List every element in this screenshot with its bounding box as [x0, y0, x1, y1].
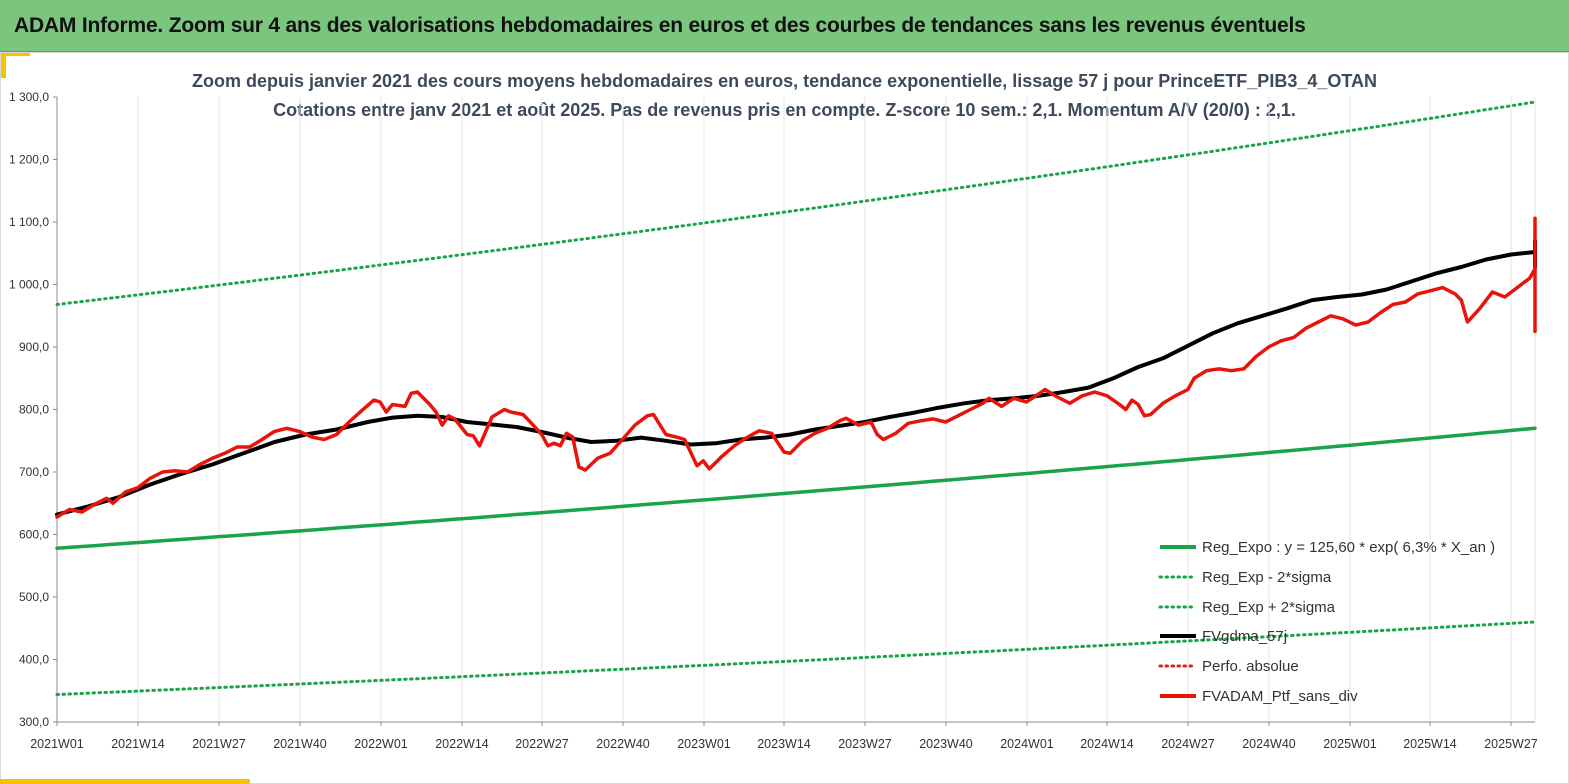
chart-axes: 300,0 400,0 500,0 600,0 700,0 800,0 900,0 1 000…	[9, 90, 1538, 751]
y-tick-label: 1 300,0	[9, 90, 49, 104]
legend-label-3: FVgdma_57j	[1202, 628, 1287, 645]
report-title: ADAM Informe. Zoom sur 4 ans des valoris…	[14, 14, 1306, 37]
y-tick-label: 1 100,0	[9, 215, 49, 229]
legend-label-0: Reg_Expo : y = 125,60 * exp( 6,3% * X_an…	[1202, 539, 1495, 556]
series-line-3	[55, 238, 1537, 517]
y-tick-label: 700,0	[19, 465, 49, 479]
legend-label-2: Reg_Exp + 2*sigma	[1202, 599, 1336, 616]
x-tick-label: 2023W27	[838, 737, 892, 751]
corner-accent-top-bar	[0, 52, 30, 56]
series-line-5	[55, 216, 1537, 519]
y-tick-label: 1 200,0	[9, 153, 49, 167]
x-tick-label: 2024W01	[1000, 737, 1054, 751]
y-tick-label: 800,0	[19, 403, 49, 417]
chart-title: Zoom depuis janvier 2021 des cours moyen…	[191, 71, 1378, 91]
chart-legend: Reg_Expo : y = 125,60 * exp( 6,3% * X_an…	[1158, 539, 1495, 705]
x-tick-label: 2021W14	[111, 737, 165, 751]
y-tick-label: 600,0	[19, 528, 49, 542]
legend-label-5: FVADAM_Ptf_sans_div	[1202, 688, 1358, 705]
series-line-0	[55, 426, 1537, 551]
x-tick-label: 2024W14	[1080, 737, 1134, 751]
y-tick-label: 500,0	[19, 590, 49, 604]
series-line-1	[55, 620, 1537, 696]
y-tick-label: 400,0	[19, 653, 49, 667]
x-tick-label: 2022W14	[435, 737, 489, 751]
x-tick-label: 2022W01	[354, 737, 408, 751]
x-tick-label: 2022W40	[596, 737, 650, 751]
y-tick-label: 900,0	[19, 340, 49, 354]
y-tick-label: 300,0	[19, 715, 49, 729]
corner-accent-top	[0, 52, 6, 78]
x-tick-label: 2024W40	[1242, 737, 1296, 751]
x-tick-label: 2023W01	[677, 737, 731, 751]
corner-accent-bottom	[0, 779, 250, 784]
series-line-2	[55, 100, 1537, 306]
x-tick-label: 2023W40	[919, 737, 973, 751]
legend-label-1: Reg_Exp - 2*sigma	[1202, 569, 1332, 586]
chart-series	[55, 100, 1537, 696]
legend-label-4: Perfo. absolue	[1202, 658, 1299, 675]
x-tick-label: 2024W27	[1161, 737, 1215, 751]
x-tick-label: 2021W27	[192, 737, 246, 751]
x-tick-label: 2025W01	[1323, 737, 1377, 751]
x-tick-label: 2025W14	[1403, 737, 1457, 751]
x-tick-label: 2023W14	[757, 737, 811, 751]
y-tick-label: 1 000,0	[9, 278, 49, 292]
x-tick-label: 2021W01	[30, 737, 84, 751]
chart-grid	[137, 97, 1536, 722]
x-tick-label: 2021W40	[273, 737, 327, 751]
report-header: ADAM Informe. Zoom sur 4 ans des valoris…	[0, 0, 1569, 52]
x-tick-label: 2022W27	[515, 737, 569, 751]
x-tick-label: 2025W27	[1484, 737, 1538, 751]
